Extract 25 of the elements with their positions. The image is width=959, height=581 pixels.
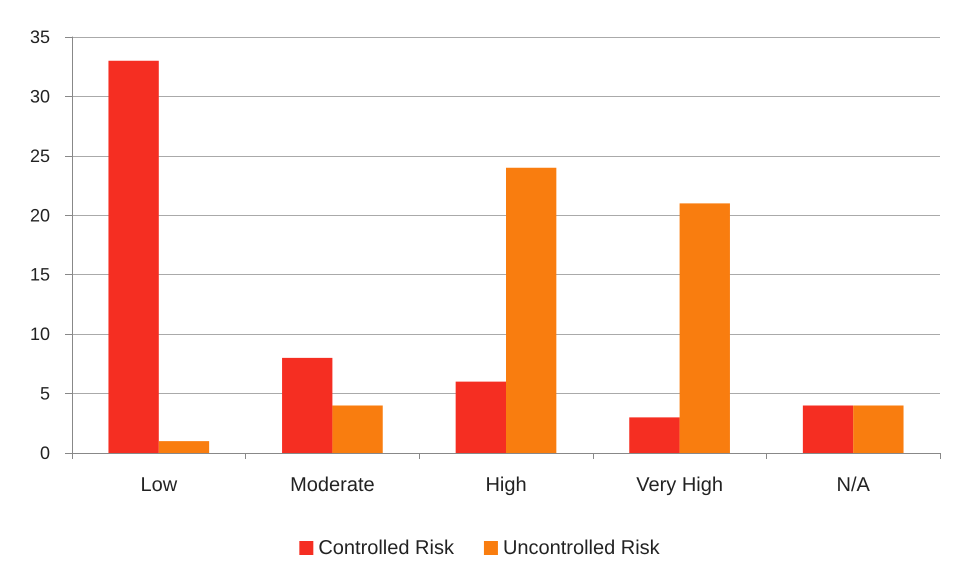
x-tick-label: High — [485, 474, 527, 496]
y-tick-label: 30 — [30, 86, 50, 106]
bar — [456, 382, 506, 453]
legend-label: Uncontrolled Risk — [502, 537, 661, 559]
x-tick-label: N/A — [836, 474, 871, 496]
bar — [680, 203, 730, 453]
bar — [802, 405, 854, 453]
bar — [108, 60, 159, 453]
x-tick-label: Very High — [636, 474, 723, 496]
bar — [158, 441, 210, 453]
bar — [629, 417, 680, 453]
bar — [853, 405, 904, 453]
y-tick-label: 0 — [40, 443, 50, 463]
y-tick-label: 5 — [40, 384, 50, 404]
y-tick-label: 20 — [30, 205, 50, 226]
bar — [282, 358, 332, 453]
bar — [506, 168, 556, 453]
legend-label: Controlled Risk — [318, 537, 455, 559]
x-tick-label: Moderate — [290, 474, 375, 496]
y-tick-label: 15 — [30, 264, 50, 285]
y-tick-label: 25 — [30, 146, 50, 166]
x-tick-label: Low — [140, 474, 178, 496]
bar — [332, 405, 383, 453]
y-tick-label: 10 — [30, 324, 50, 344]
y-tick-label: 35 — [30, 27, 50, 47]
